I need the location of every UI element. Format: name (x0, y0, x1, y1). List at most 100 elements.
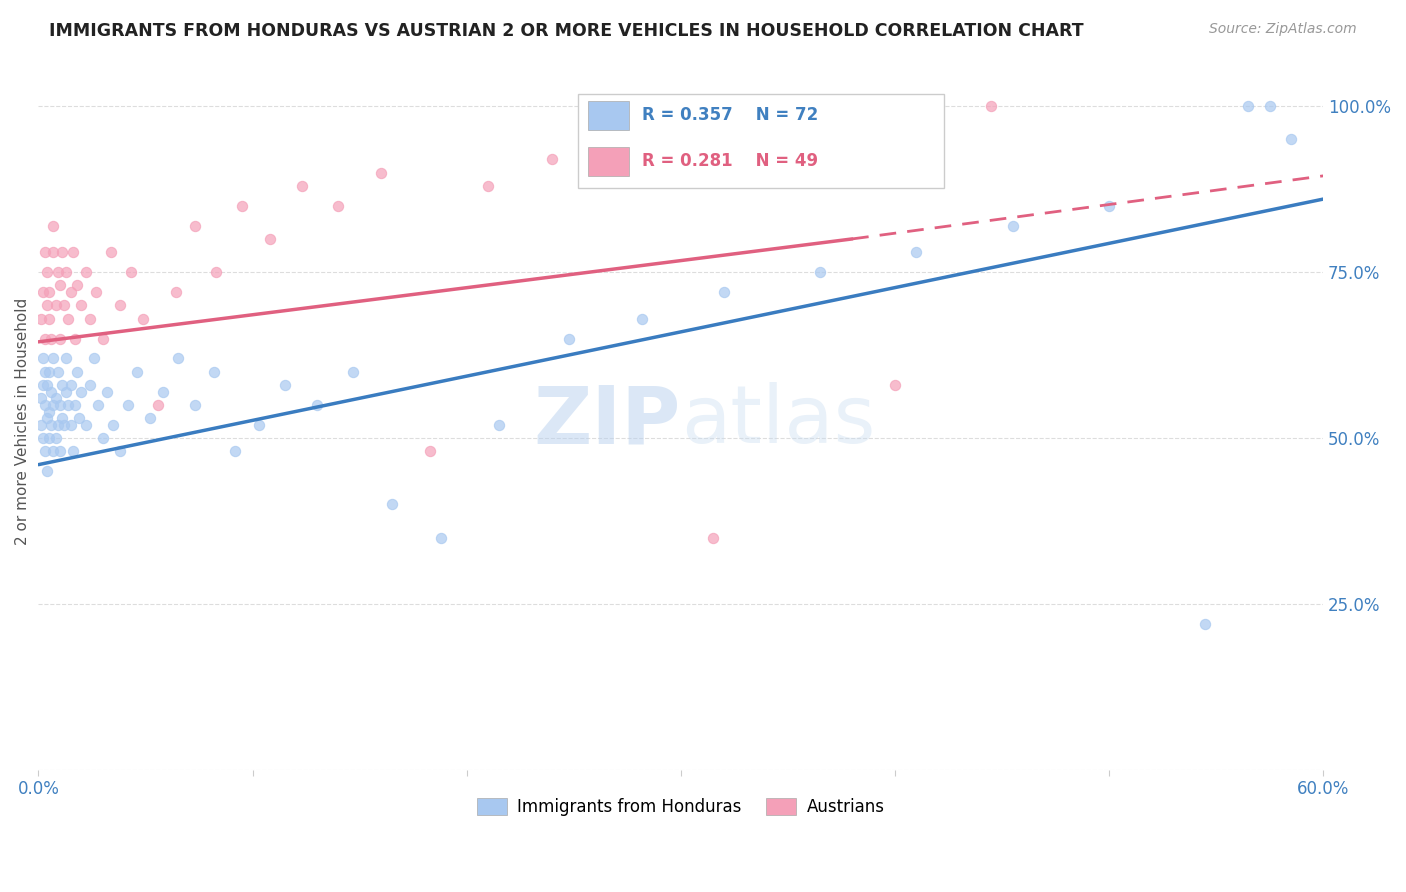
Y-axis label: 2 or more Vehicles in Household: 2 or more Vehicles in Household (15, 298, 30, 545)
Point (1001, 219, 1024, 233)
Point (49, 398, 72, 412)
FancyBboxPatch shape (588, 101, 630, 130)
Point (148, 398, 170, 412)
Point (62, 245, 84, 260)
Point (79, 378, 101, 392)
Point (205, 265, 228, 279)
Point (46, 417, 69, 432)
Point (381, 498, 404, 512)
Point (53, 298, 76, 312)
Point (38, 311, 60, 326)
Point (75, 417, 97, 432)
Point (46, 365, 69, 379)
Point (59, 378, 82, 392)
Point (1258, 99, 1281, 113)
Point (883, 378, 905, 392)
Point (30, 391, 52, 405)
Point (34, 398, 56, 412)
Point (247, 417, 270, 432)
Point (49, 278, 72, 293)
Point (184, 398, 207, 412)
Point (51, 245, 73, 260)
Point (58, 398, 80, 412)
Point (370, 165, 392, 179)
Point (35, 298, 58, 312)
Point (66, 278, 89, 293)
Point (103, 417, 125, 432)
Point (713, 285, 735, 299)
Point (419, 444, 441, 458)
Point (46, 265, 69, 279)
Point (1279, 132, 1302, 146)
Point (108, 444, 131, 458)
Point (231, 199, 253, 213)
Point (70, 298, 93, 312)
Point (108, 298, 131, 312)
Point (45, 431, 67, 445)
Point (39, 331, 62, 345)
Point (58, 311, 80, 326)
Point (66, 365, 89, 379)
Point (38, 285, 60, 299)
Point (259, 232, 281, 246)
Point (63, 331, 86, 345)
Point (184, 219, 207, 233)
Point (87, 398, 110, 412)
Point (342, 365, 364, 379)
Point (224, 444, 246, 458)
Text: R = 0.281    N = 49: R = 0.281 N = 49 (643, 152, 818, 169)
Point (305, 398, 328, 412)
Point (31, 351, 53, 366)
Point (53, 417, 76, 432)
Legend: Immigrants from Honduras, Austrians: Immigrants from Honduras, Austrians (468, 789, 893, 824)
Text: ZIP: ZIP (533, 383, 681, 460)
Point (55, 351, 77, 366)
Point (91, 331, 114, 345)
Point (558, 331, 581, 345)
Point (42, 444, 65, 458)
Point (541, 153, 564, 167)
Point (702, 531, 724, 545)
Point (165, 285, 187, 299)
Point (45, 298, 67, 312)
Point (905, 245, 928, 260)
Point (794, 153, 817, 167)
Point (83, 351, 105, 366)
Point (34, 245, 56, 260)
Point (62, 444, 84, 458)
Point (117, 398, 139, 412)
Point (49, 444, 72, 458)
Point (616, 165, 638, 179)
Point (38, 431, 60, 445)
Point (30, 417, 52, 432)
Point (35, 411, 58, 425)
Point (59, 417, 82, 432)
Point (63, 398, 86, 412)
Point (166, 351, 188, 366)
Point (31, 431, 53, 445)
FancyBboxPatch shape (578, 94, 945, 188)
Point (75, 265, 97, 279)
Text: Source: ZipAtlas.com: Source: ZipAtlas.com (1209, 22, 1357, 37)
Point (35, 265, 58, 279)
Point (55, 265, 77, 279)
Point (35, 464, 58, 478)
Point (100, 245, 122, 260)
Point (132, 311, 155, 326)
Point (152, 384, 174, 399)
Point (38, 404, 60, 418)
Point (35, 378, 58, 392)
FancyBboxPatch shape (588, 147, 630, 176)
Point (139, 411, 162, 425)
Point (120, 265, 142, 279)
Point (59, 285, 82, 299)
Point (1098, 199, 1121, 213)
Point (125, 365, 148, 379)
Point (42, 245, 65, 260)
Point (45, 391, 67, 405)
Point (430, 531, 453, 545)
Point (34, 331, 56, 345)
Point (42, 351, 65, 366)
Point (477, 178, 499, 193)
Point (31, 378, 53, 392)
